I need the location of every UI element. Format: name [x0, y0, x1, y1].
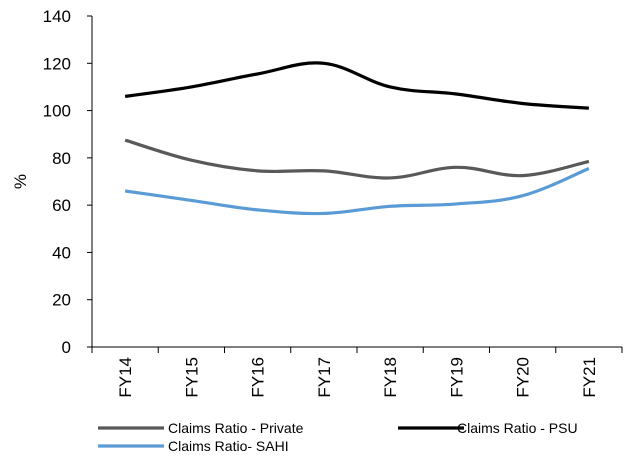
- y-axis-title: %: [11, 174, 30, 189]
- legend-label-2: Claims Ratio - PSU: [457, 420, 578, 436]
- legend-label-1: Claims Ratio - Private: [168, 420, 304, 436]
- series-line-1: [124, 138, 590, 180]
- y-tick-label: 20: [52, 291, 71, 310]
- y-tick-label: 0: [62, 338, 71, 357]
- x-tick-label: FY17: [315, 357, 334, 398]
- axes: 0 20 40 60 80 100 120 140% FY14 FY15 FY16 FY17 FY18 F…: [11, 7, 623, 398]
- x-tick-label: FY18: [381, 357, 400, 398]
- series-line-2: [124, 61, 589, 110]
- y-tick-label: 80: [52, 149, 71, 168]
- legend: Claims Ratio - Private Claims Ratio - PSU…: [98, 420, 578, 454]
- x-tick-label: FY20: [514, 357, 533, 398]
- x-tick-label: FY19: [447, 357, 466, 398]
- x-tick-label: FY15: [182, 357, 201, 398]
- y-tick-label: 120: [43, 54, 71, 73]
- x-tick-label: FY14: [116, 357, 135, 398]
- x-tick-label: FY21: [580, 357, 599, 398]
- y-tick-label: 60: [52, 196, 71, 215]
- y-tick-label: 140: [43, 7, 71, 26]
- x-tick-label: FY16: [249, 357, 268, 398]
- series-lines: [124, 61, 590, 216]
- legend-label-3: Claims Ratio- SAHI: [168, 438, 289, 454]
- y-tick-label: 40: [52, 243, 71, 262]
- series-line-3: [124, 167, 590, 216]
- y-tick-label: 100: [43, 102, 71, 121]
